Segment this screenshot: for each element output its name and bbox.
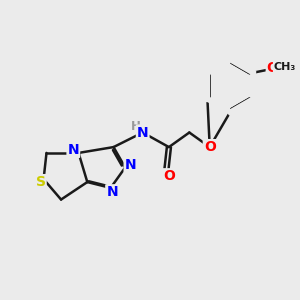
Text: O: O <box>163 169 175 183</box>
Text: CH₃: CH₃ <box>274 62 296 72</box>
Text: N: N <box>137 125 148 140</box>
Text: H: H <box>130 120 140 133</box>
Text: S: S <box>36 175 46 189</box>
Text: O: O <box>204 140 216 154</box>
Text: N: N <box>106 185 118 199</box>
Text: N: N <box>124 158 136 172</box>
Text: N: N <box>68 143 79 157</box>
Text: O: O <box>267 61 279 75</box>
